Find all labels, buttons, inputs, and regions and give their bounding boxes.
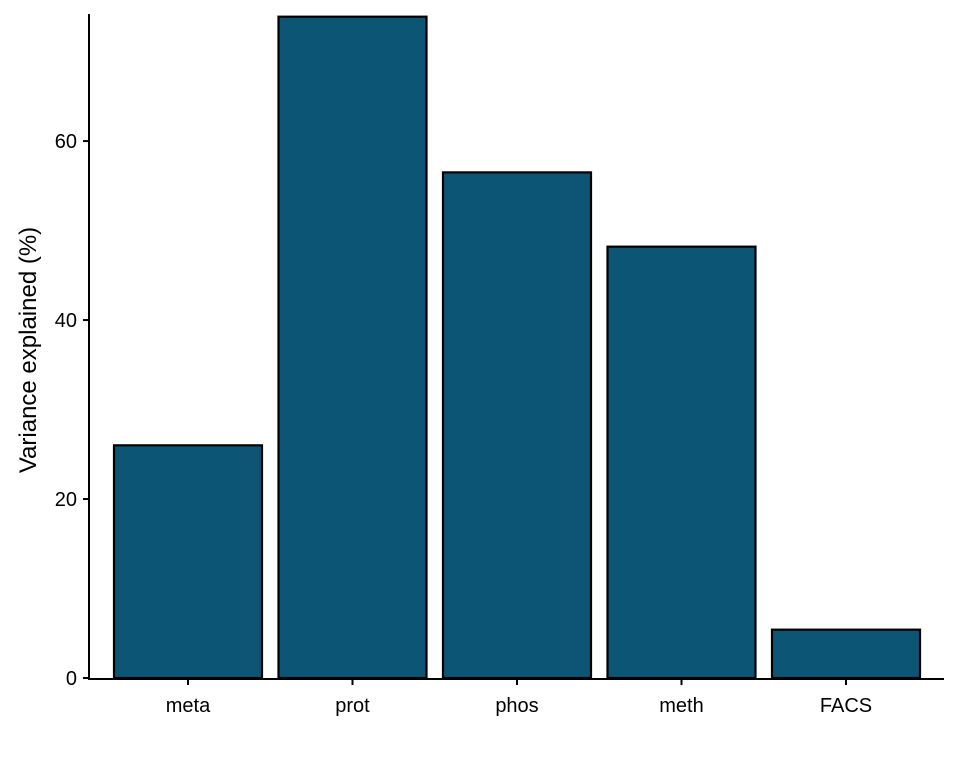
y-ticks: 0 20 40 60 xyxy=(55,131,89,690)
y-tick-label: 0 xyxy=(66,668,77,690)
bar-FACS xyxy=(770,628,922,680)
x-tick-label: FACS xyxy=(820,695,872,717)
x-tick-label: phos xyxy=(495,695,538,717)
x-ticks: meta prot phos meth FACS xyxy=(166,679,872,717)
bar-prot xyxy=(277,15,428,680)
y-tick-label: 60 xyxy=(55,131,77,153)
y-tick-label: 20 xyxy=(55,489,77,511)
x-tick-label: meta xyxy=(166,695,211,717)
bars xyxy=(112,15,922,680)
y-axis-label: Variance explained (%) xyxy=(15,227,42,473)
x-tick-label: meth xyxy=(659,695,703,717)
bar-meth xyxy=(606,245,757,680)
x-tick-label: prot xyxy=(335,695,370,717)
y-tick-label: 40 xyxy=(55,310,77,332)
bar-phos xyxy=(441,171,593,680)
bar-meta xyxy=(112,444,264,680)
